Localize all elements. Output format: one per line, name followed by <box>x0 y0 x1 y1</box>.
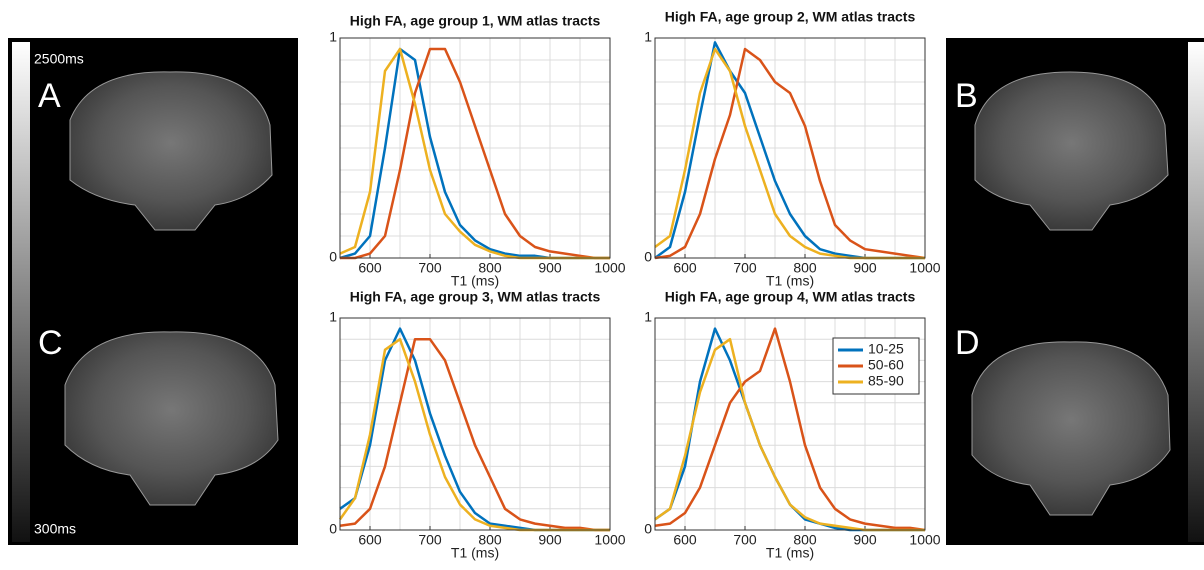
line-chart: 600 700 800 900 1000 0 1 High FA, age group 1, … <box>329 13 626 289</box>
x-tick-label: 900 <box>853 532 877 548</box>
panel-letter: A <box>38 77 61 115</box>
x-tick-label: 700 <box>418 260 442 276</box>
x-axis-label: T1 (ms) <box>766 545 814 561</box>
x-tick-label: 600 <box>673 532 697 548</box>
x-axis-label: T1 (ms) <box>451 545 499 561</box>
x-axis-label: T1 (ms) <box>451 273 499 289</box>
chart-title: High FA, age group 4, WM atlas tracts <box>665 289 916 305</box>
x-tick-label: 800 <box>793 532 817 548</box>
x-tick-label: 1000 <box>594 260 625 276</box>
panel-letter: B <box>955 77 978 115</box>
line-chart: 600 700 800 900 1000 0 1 High FA, age group 3, … <box>329 289 626 561</box>
x-tick-label: 700 <box>733 532 757 548</box>
legend-label: 50-60 <box>868 357 904 373</box>
chart-title: High FA, age group 3, WM atlas tracts <box>350 289 601 305</box>
y-tick-label: 1 <box>329 29 337 45</box>
panel-letter: D <box>955 324 980 362</box>
brain-slice <box>69 71 273 231</box>
series-line <box>654 327 926 532</box>
x-tick-label: 800 <box>478 260 502 276</box>
right-image: B D <box>946 38 1204 545</box>
chart-title: High FA, age group 2, WM atlas tracts <box>665 9 916 25</box>
legend-label: 85-90 <box>868 373 904 389</box>
series-line <box>654 47 926 260</box>
plot-frame <box>339 37 611 259</box>
x-tick-label: 900 <box>538 532 562 548</box>
colorbar-min: 300ms <box>34 521 76 537</box>
x-tick-label: 800 <box>793 260 817 276</box>
x-tick-label: 600 <box>673 260 697 276</box>
plot-frame <box>654 317 926 531</box>
colorbar <box>1188 42 1204 542</box>
y-tick-label: 1 <box>329 309 337 325</box>
brain-slice <box>971 341 1171 516</box>
x-axis-label: T1 (ms) <box>766 273 814 289</box>
x-tick-label: 1000 <box>594 532 625 548</box>
y-tick-label: 0 <box>329 249 337 265</box>
chart-title: High FA, age group 1, WM atlas tracts <box>350 13 601 29</box>
y-tick-label: 1 <box>644 29 652 45</box>
brain-slice <box>64 331 279 506</box>
panel-letter: C <box>38 324 63 362</box>
left-image: 2500ms 300ms A C <box>8 38 298 545</box>
y-tick-label: 1 <box>644 309 652 325</box>
x-tick-label: 1000 <box>909 532 940 548</box>
brain-slice <box>974 71 1169 231</box>
x-tick-label: 600 <box>358 532 382 548</box>
plot-frame <box>654 37 926 259</box>
x-tick-label: 800 <box>478 532 502 548</box>
x-tick-label: 1000 <box>909 260 940 276</box>
x-tick-label: 900 <box>538 260 562 276</box>
colorbar <box>12 42 30 542</box>
y-tick-label: 0 <box>644 249 652 265</box>
series-line <box>339 337 610 532</box>
y-tick-label: 0 <box>644 521 652 537</box>
line-chart: 600 700 800 900 1000 0 1 High FA, age group 4, … <box>644 289 941 561</box>
x-tick-label: 700 <box>733 260 757 276</box>
series-line <box>340 47 610 260</box>
x-tick-label: 600 <box>358 260 382 276</box>
x-tick-label: 900 <box>853 260 877 276</box>
y-tick-label: 0 <box>329 521 337 537</box>
line-chart: 600 700 800 900 1000 0 1 High FA, age group 2, … <box>644 9 941 289</box>
plot-frame <box>339 317 611 531</box>
legend-label: 10-25 <box>868 341 904 357</box>
x-tick-label: 700 <box>418 532 442 548</box>
colorbar-max: 2500ms <box>34 51 84 67</box>
